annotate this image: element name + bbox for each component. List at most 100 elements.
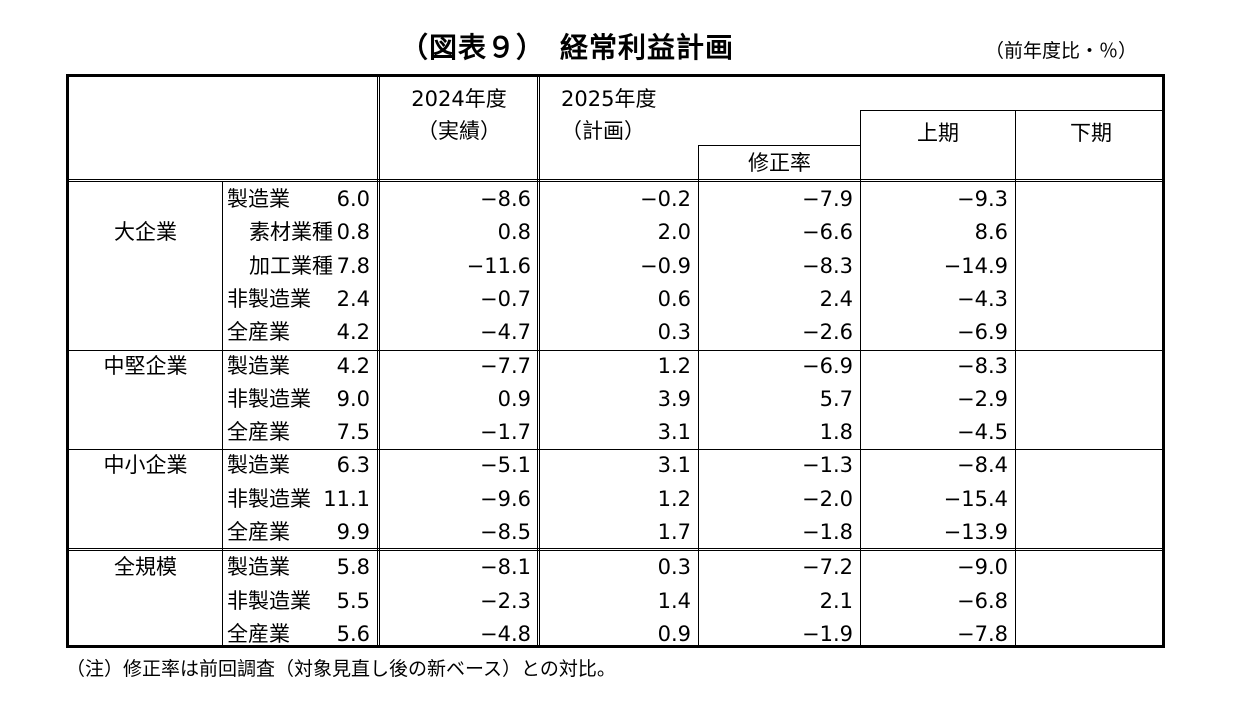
table-cell: 4.2 (336, 353, 370, 378)
row-label: 素材業種 (249, 220, 333, 245)
table-cell: −6.9 (957, 320, 1008, 345)
table-cell: 6.3 (336, 453, 370, 478)
table-cell: −2.6 (802, 320, 853, 345)
table-cell: −1.9 (802, 621, 853, 646)
table-cell: −6.9 (802, 353, 853, 378)
footnote: （注）修正率は前回調査（対象見直し後の新ベース）との対比。 (66, 658, 616, 680)
header-second-half: 下期 (1070, 121, 1112, 145)
column-line (860, 180, 861, 648)
header-revision: 修正率 (748, 151, 811, 175)
table-cell: 1.2 (657, 486, 691, 511)
header-line (860, 110, 1165, 111)
table-cell: −4.7 (480, 320, 531, 345)
column-line (698, 145, 699, 648)
table-cell: −15.4 (943, 486, 1008, 511)
table-cell: 5.5 (336, 588, 370, 613)
double-column-line (377, 77, 380, 648)
table-cell: −14.9 (943, 253, 1008, 278)
group-label: 大企業 (114, 220, 177, 245)
table-cell: −8.5 (480, 520, 531, 544)
table-cell: 2.0 (657, 220, 691, 245)
table-cell: −11.6 (466, 253, 531, 278)
table-cell: 1.2 (657, 353, 691, 378)
table-cell: −2.0 (802, 486, 853, 511)
table-cell: −0.9 (640, 253, 691, 278)
row-label: 全産業 (227, 621, 290, 646)
table-cell: 0.9 (657, 621, 691, 646)
row-label: 全産業 (227, 520, 290, 544)
table-cell: 0.8 (497, 220, 531, 245)
table-cell: −2.3 (480, 588, 531, 613)
table-cell: −7.8 (957, 621, 1008, 646)
row-label: 非製造業 (227, 486, 311, 511)
table-cell: 1.4 (657, 588, 691, 613)
group-separator (69, 449, 1165, 451)
row-label: 非製造業 (227, 286, 311, 311)
table-cell: 4.2 (336, 320, 370, 345)
table-cell: −7.9 (802, 187, 853, 211)
table-cell: −9.3 (957, 187, 1008, 211)
table-cell: 7.5 (336, 420, 370, 445)
table-cell: 1.8 (819, 420, 853, 445)
table-cell: −8.4 (957, 453, 1008, 478)
header-line (860, 110, 861, 180)
column-line (222, 182, 223, 648)
table-cell: −4.5 (957, 420, 1008, 445)
row-label: 製造業 (227, 555, 290, 580)
header-fy2025-sub: （計画） (561, 119, 645, 143)
table-cell: −9.0 (957, 555, 1008, 580)
header-double-line (69, 179, 1165, 182)
row-label: 非製造業 (227, 386, 311, 411)
table-cell: 9.9 (336, 520, 370, 544)
group-separator (69, 548, 1165, 552)
table-cell: 2.1 (819, 588, 853, 613)
table-cell: 8.6 (974, 220, 1008, 245)
table-cell: −6.8 (957, 588, 1008, 613)
table-cell: 11.1 (323, 486, 370, 511)
header-first-half: 上期 (917, 121, 959, 145)
table-cell: −7.7 (480, 353, 531, 378)
table-cell: −2.9 (957, 386, 1008, 411)
table-cell: −8.3 (957, 353, 1008, 378)
table-cell: 3.1 (657, 420, 691, 445)
row-label: 製造業 (227, 453, 290, 478)
table-cell: 0.3 (657, 555, 691, 580)
table-cell: −9.6 (480, 486, 531, 511)
table-cell: −0.2 (640, 187, 691, 211)
table-cell: −8.6 (480, 187, 531, 211)
table-cell: 6.0 (336, 187, 370, 211)
table-cell: −8.3 (802, 253, 853, 278)
profit-plan-table: 2024年度 （実績） 2025年度 （計画） 修正率 上期 下期 大企業 製造業… (66, 74, 1165, 648)
row-label: 製造業 (227, 353, 290, 378)
unit-label: （前年度比・％） (985, 40, 1138, 62)
table-cell: −6.6 (802, 220, 853, 245)
table-cell: 5.6 (336, 621, 370, 646)
table-cell: −0.7 (480, 286, 531, 311)
group-separator (69, 349, 1165, 351)
table-cell: 9.0 (336, 386, 370, 411)
header-line (698, 145, 860, 146)
row-label: 全産業 (227, 320, 290, 345)
table-cell: −8.1 (480, 555, 531, 580)
row-label: 非製造業 (227, 588, 311, 613)
row-label: 製造業 (227, 187, 290, 211)
table-cell: −13.9 (943, 520, 1008, 544)
table-cell: 5.7 (819, 386, 853, 411)
row-label: 全産業 (227, 420, 290, 445)
table-cell: −1.8 (802, 520, 853, 544)
table-cell: −4.8 (480, 621, 531, 646)
group-label: 中堅企業 (103, 353, 188, 378)
table-cell: 0.8 (336, 220, 370, 245)
header-fy2024: 2024年度 (411, 87, 507, 111)
table-cell: 3.1 (657, 453, 691, 478)
table-cell: −1.3 (802, 453, 853, 478)
table-cell: 3.9 (657, 386, 691, 411)
header-fy2025: 2025年度 (561, 87, 657, 111)
table-cell: 7.8 (336, 253, 370, 278)
page-title: （図表９） 経常利益計画 (400, 31, 735, 64)
column-line (1015, 110, 1016, 648)
table-cell: 2.4 (819, 286, 853, 311)
group-label: 中小企業 (103, 453, 188, 478)
table-cell: 5.8 (336, 555, 370, 580)
table-cell: 2.4 (336, 286, 370, 311)
